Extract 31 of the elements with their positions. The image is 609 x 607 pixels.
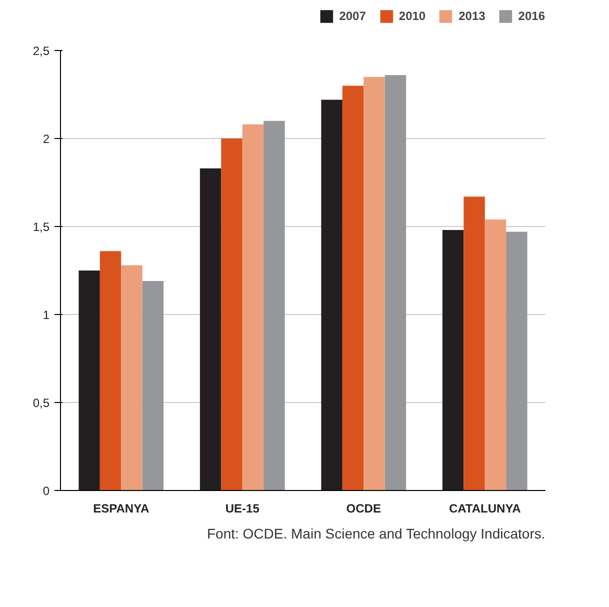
x-tick-label: CATALUNYA [448,502,522,516]
bar [506,232,528,490]
y-tick-label: 2 [42,132,50,146]
bar [464,196,485,490]
y-tick-label: 2,5 [32,44,50,58]
bar [442,230,464,490]
bar [221,138,242,490]
bar [264,120,285,490]
y-tick-label: 0 [42,484,50,498]
legend-label: 2007 [339,9,366,23]
bar [121,265,142,490]
legend-label: 2010 [398,9,426,23]
text: Font: OCDE. Main Science and Technology Indicators. [207,526,546,542]
bar [364,76,385,490]
legend-label: 2013 [458,9,486,23]
x-tick-label: ESPANYA [93,502,150,516]
bar [342,86,364,490]
y-tick-label: 1,5 [32,220,50,234]
bar [321,100,342,490]
y-tick-label: 1 [42,308,50,322]
bar [142,281,164,490]
bar [384,75,406,490]
bar [242,124,264,490]
bar [78,270,100,490]
bar [100,251,122,490]
y-tick-label: 0,5 [32,396,50,410]
bar [200,168,222,490]
x-tick-label: UE-15 [225,502,260,516]
legend-label: 2016 [518,9,545,23]
x-tick-label: OCDE [346,502,381,516]
bar [484,219,506,490]
